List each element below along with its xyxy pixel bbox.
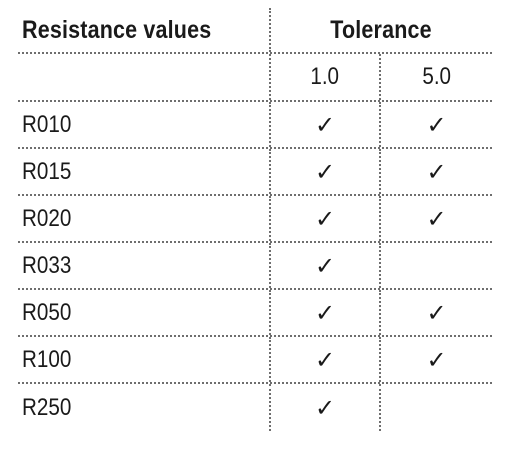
table-row: R050 ✓ ✓ [18, 290, 492, 337]
resistance-value-cell: R033 [18, 243, 271, 288]
tolerance-1-0-cell: ✓ [271, 243, 381, 288]
check-icon: ✓ [426, 110, 447, 139]
tolerance-5-0-cell [381, 243, 492, 288]
check-icon: ✓ [314, 298, 336, 327]
tolerance-5-0-cell: ✓ [381, 290, 492, 335]
check-icon: ✓ [426, 298, 447, 327]
check-icon: ✓ [426, 204, 447, 233]
tolerance-5-0-cell: ✓ [381, 196, 492, 241]
check-icon: ✓ [426, 345, 447, 374]
table-row: R010 ✓ ✓ [18, 102, 492, 149]
resistance-values-header: Resistance values [22, 15, 212, 44]
tolerance-5-0-cell: ✓ [381, 149, 492, 194]
resistance-value: R250 [22, 393, 72, 421]
check-icon: ✓ [426, 157, 447, 186]
check-icon: ✓ [314, 251, 336, 280]
empty-subheader-cell [18, 54, 271, 100]
resistance-value-cell: R100 [18, 337, 271, 382]
tolerance-1-0-cell: ✓ [271, 384, 381, 431]
resistance-value: R033 [22, 251, 72, 279]
resistance-value: R015 [22, 157, 72, 185]
tolerance-header-cell: Tolerance [271, 8, 492, 52]
tolerance-header: Tolerance [330, 15, 433, 44]
tolerance-1-0-cell: ✓ [271, 196, 381, 241]
check-icon: ✓ [314, 157, 336, 186]
resistance-value-cell: R250 [18, 384, 271, 431]
check-icon: ✓ [314, 204, 336, 233]
tolerance-1-0-cell: ✓ [271, 290, 381, 335]
tolerance-subheader-row: 1.0 5.0 [18, 54, 492, 102]
check-icon: ✓ [314, 393, 336, 422]
resistance-value: R050 [22, 298, 72, 326]
table-row: R033 ✓ [18, 243, 492, 290]
tolerance-5-0-cell: ✓ [381, 102, 492, 147]
tolerance-5-0-header: 5.0 [422, 63, 451, 90]
tolerance-1-0-cell: ✓ [271, 337, 381, 382]
resistance-value: R010 [22, 110, 72, 138]
table-header-row: Resistance values Tolerance [18, 8, 492, 54]
resistance-header-cell: Resistance values [18, 8, 271, 52]
tolerance-1-0-header: 1.0 [310, 63, 340, 90]
tolerance-1-0-cell: ✓ [271, 102, 381, 147]
resistance-value: R020 [22, 204, 72, 232]
resistance-tolerance-table: Resistance values Tolerance 1.0 5.0 R010… [18, 8, 492, 431]
resistance-value-cell: R010 [18, 102, 271, 147]
table-row: R020 ✓ ✓ [18, 196, 492, 243]
tolerance-5-0-cell [381, 384, 492, 431]
tolerance-1-0-header-cell: 1.0 [271, 54, 381, 100]
tolerance-1-0-cell: ✓ [271, 149, 381, 194]
table-row: R100 ✓ ✓ [18, 337, 492, 384]
check-icon: ✓ [314, 110, 336, 139]
tolerance-5-0-cell: ✓ [381, 337, 492, 382]
resistance-value-cell: R015 [18, 149, 271, 194]
resistance-value-cell: R020 [18, 196, 271, 241]
table-row: R250 ✓ [18, 384, 492, 431]
table-row: R015 ✓ ✓ [18, 149, 492, 196]
resistance-value-cell: R050 [18, 290, 271, 335]
tolerance-5-0-header-cell: 5.0 [381, 54, 492, 100]
resistance-value: R100 [22, 345, 72, 373]
check-icon: ✓ [314, 345, 336, 374]
